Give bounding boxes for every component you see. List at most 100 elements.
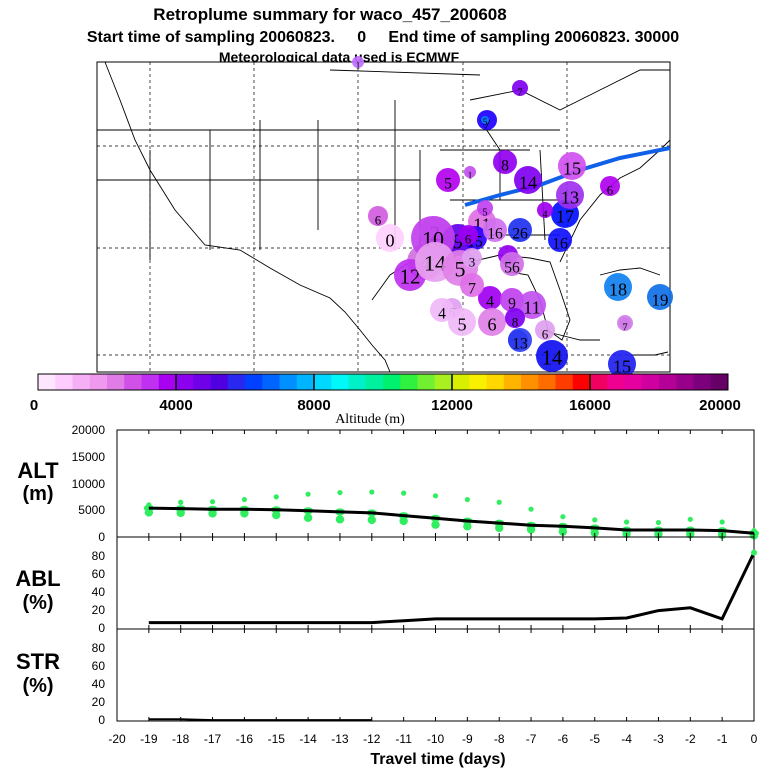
plume-label: 5 — [455, 257, 466, 282]
colorbar-swatch — [486, 374, 505, 390]
x-tick-label: 0 — [751, 732, 758, 746]
colorbar-swatch — [331, 374, 349, 390]
x-axis: -20 -19 -18 -17 -16 -15 -14 -13 -12 -11 -10 -9 -8 -7-… — [108, 430, 758, 746]
plume-dot — [608, 350, 636, 378]
colorbar-tick-16000: 16000 — [569, 397, 611, 414]
plume-label: 5 — [444, 176, 452, 193]
x-tick-label: -7 — [526, 732, 537, 746]
alt-ytick-10000: 10000 — [72, 477, 106, 491]
plume-dot — [535, 320, 555, 340]
plume-label: 6 — [487, 315, 496, 335]
alt-upper-point — [305, 491, 311, 497]
abl-panel-frame — [116, 536, 755, 630]
plume-dot — [647, 284, 673, 310]
x-tick-label: -14 — [299, 732, 317, 746]
plume-label: 15 — [563, 159, 581, 179]
plume-label: 4 — [486, 294, 494, 311]
alt-panel: ALT (m) 20000 15000 10000 5000 0 — [17, 423, 759, 544]
abl-panel-label: ABL — [15, 566, 60, 591]
str-ytick-80: 80 — [92, 641, 106, 655]
colorbar-swatch — [710, 374, 729, 390]
str-panel-label: STR — [16, 649, 60, 674]
colorbar-swatch — [296, 374, 315, 390]
colorbar-swatch — [227, 374, 246, 390]
plume-label: 11 — [523, 298, 541, 318]
colorbar-swatch — [572, 374, 591, 390]
met-data-line: Meteorological data used is ECMWF — [219, 49, 460, 65]
plume-dot — [376, 224, 404, 252]
abl-ytick-20: 20 — [92, 603, 106, 617]
abl-line — [148, 551, 756, 625]
plume-dot — [617, 315, 633, 331]
colorbar-swatch — [641, 374, 660, 390]
abl-panel-unit: (%) — [22, 592, 53, 614]
colorbar-swatch — [89, 374, 108, 390]
colorbar-tick-12000: 12000 — [431, 397, 473, 414]
plume-label: 6 — [542, 327, 549, 342]
alt-upper-point — [719, 519, 725, 525]
plume-dot — [558, 152, 586, 180]
colorbar-swatch — [503, 374, 522, 390]
colorbar-swatch — [469, 374, 487, 390]
x-tick-label: -15 — [268, 732, 286, 746]
plume-dot — [464, 166, 476, 178]
colorbar-swatch — [538, 374, 556, 390]
plume-label: 7 — [484, 117, 491, 132]
plume-label: 8 — [512, 315, 519, 330]
plume-label: 14 — [424, 251, 446, 276]
x-tick-label: -18 — [172, 732, 190, 746]
alt-upper-point — [241, 496, 247, 503]
plume-label: 1 — [468, 170, 473, 180]
abl-ytick-80: 80 — [92, 549, 106, 563]
plume-dot — [460, 273, 484, 297]
alt-upper-point — [592, 517, 598, 523]
plume-dot — [500, 288, 524, 312]
colorbar-swatch — [452, 374, 470, 390]
alt-lower-point — [303, 513, 313, 522]
plume-label: 9 — [508, 296, 516, 313]
colorbar-swatch — [279, 374, 298, 390]
alt-upper-point — [464, 496, 470, 503]
x-axis-title: Travel time (days) — [370, 751, 505, 768]
colorbar-swatch — [210, 374, 229, 390]
colorbar-swatch — [434, 374, 453, 390]
plume-label: 0 — [385, 231, 394, 251]
altitude-colorbar: 0 4000 8000 12000 16000 20000 Altitude (… — [30, 373, 741, 427]
abl-panel: ABL (%) 80 60 40 20 0 — [15, 536, 757, 635]
alt-lower-point — [272, 510, 281, 520]
plume-label: 18 — [609, 280, 627, 300]
colorbar-swatch — [676, 374, 694, 390]
x-tick-label: -8 — [494, 732, 505, 746]
plume-label: 26 — [512, 226, 528, 243]
colorbar-swatch — [193, 374, 211, 390]
str-line — [148, 718, 372, 722]
alt-lower-point — [463, 522, 472, 531]
plume-label: 16 — [552, 236, 568, 253]
x-tick-label: -4 — [621, 732, 632, 746]
plume-dot — [537, 202, 553, 218]
alt-upper-point — [560, 514, 566, 520]
colorbar-tick-20000: 20000 — [699, 397, 741, 414]
alt-lower-point — [558, 527, 568, 536]
colorbar-swatch — [314, 374, 332, 390]
x-tick-label: -13 — [331, 732, 349, 746]
plume-label: 14 — [542, 347, 563, 370]
alt-upper-point — [624, 519, 630, 525]
colorbar-frame — [37, 373, 729, 391]
colorbar-swatch — [693, 374, 712, 390]
plume-dot — [493, 150, 517, 174]
plume-label: 17 — [556, 207, 574, 227]
x-tick-label: -17 — [204, 732, 222, 746]
alt-upper-point — [401, 490, 407, 496]
alt-panel-label: ALT — [17, 458, 59, 483]
alt-upper-point — [528, 506, 534, 512]
str-ytick-20: 20 — [92, 695, 106, 709]
plume-dot — [548, 228, 572, 252]
x-tick-label: -9 — [462, 732, 473, 746]
plume-dot — [518, 291, 546, 319]
plume-label: 13 — [561, 188, 579, 208]
plume-dot — [481, 116, 489, 124]
plume-dot — [604, 273, 632, 301]
alt-upper-point — [209, 499, 216, 505]
